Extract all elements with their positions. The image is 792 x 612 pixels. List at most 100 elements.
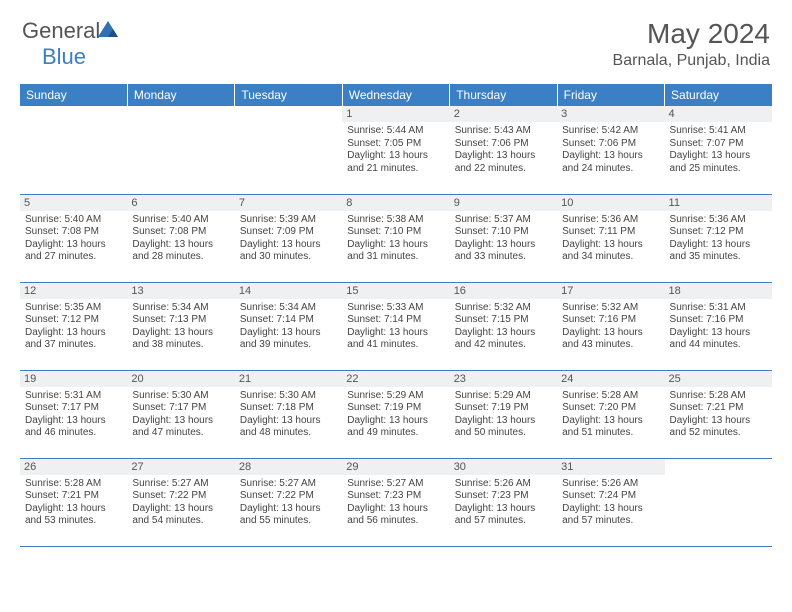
- sunrise-line: Sunrise: 5:34 AM: [132, 302, 229, 315]
- sunrise-line: Sunrise: 5:28 AM: [562, 390, 659, 403]
- day-number: 29: [342, 459, 449, 475]
- sunrise-line: Sunrise: 5:32 AM: [562, 302, 659, 315]
- day-content: Sunrise: 5:34 AMSunset: 7:13 PMDaylight:…: [132, 302, 229, 352]
- calendar-cell: 16Sunrise: 5:32 AMSunset: 7:15 PMDayligh…: [450, 282, 557, 370]
- day-number: 9: [450, 195, 557, 211]
- logo-triangle-icon: [98, 21, 118, 42]
- calendar-header-row: SundayMondayTuesdayWednesdayThursdayFrid…: [20, 84, 772, 106]
- day-content: Sunrise: 5:34 AMSunset: 7:14 PMDaylight:…: [240, 302, 337, 352]
- calendar-cell: 22Sunrise: 5:29 AMSunset: 7:19 PMDayligh…: [342, 370, 449, 458]
- daylight-line: Daylight: 13 hours and 41 minutes.: [347, 327, 444, 352]
- sunrise-line: Sunrise: 5:43 AM: [455, 125, 552, 138]
- day-content: Sunrise: 5:33 AMSunset: 7:14 PMDaylight:…: [347, 302, 444, 352]
- sunrise-line: Sunrise: 5:29 AM: [347, 390, 444, 403]
- sunset-line: Sunset: 7:19 PM: [455, 402, 552, 415]
- daylight-line: Daylight: 13 hours and 35 minutes.: [670, 239, 767, 264]
- sunset-line: Sunset: 7:08 PM: [25, 226, 122, 239]
- daylight-line: Daylight: 13 hours and 51 minutes.: [562, 415, 659, 440]
- calendar-cell: 10Sunrise: 5:36 AMSunset: 7:11 PMDayligh…: [557, 194, 664, 282]
- sunrise-line: Sunrise: 5:28 AM: [670, 390, 767, 403]
- daylight-line: Daylight: 13 hours and 55 minutes.: [240, 503, 337, 528]
- day-content: Sunrise: 5:39 AMSunset: 7:09 PMDaylight:…: [240, 214, 337, 264]
- sunrise-line: Sunrise: 5:38 AM: [347, 214, 444, 227]
- day-number: 18: [665, 283, 772, 299]
- day-number: 11: [665, 195, 772, 211]
- sunset-line: Sunset: 7:16 PM: [670, 314, 767, 327]
- day-number: 17: [557, 283, 664, 299]
- day-number: 25: [665, 371, 772, 387]
- logo-text-2: Blue: [42, 44, 86, 70]
- sunset-line: Sunset: 7:11 PM: [562, 226, 659, 239]
- sunset-line: Sunset: 7:12 PM: [670, 226, 767, 239]
- calendar-cell: 7Sunrise: 5:39 AMSunset: 7:09 PMDaylight…: [235, 194, 342, 282]
- sunset-line: Sunset: 7:18 PM: [240, 402, 337, 415]
- sunset-line: Sunset: 7:23 PM: [455, 490, 552, 503]
- calendar-cell: 12Sunrise: 5:35 AMSunset: 7:12 PMDayligh…: [20, 282, 127, 370]
- day-number: 27: [127, 459, 234, 475]
- sunset-line: Sunset: 7:17 PM: [132, 402, 229, 415]
- day-content: Sunrise: 5:28 AMSunset: 7:20 PMDaylight:…: [562, 390, 659, 440]
- sunset-line: Sunset: 7:20 PM: [562, 402, 659, 415]
- calendar-cell: 1Sunrise: 5:44 AMSunset: 7:05 PMDaylight…: [342, 106, 449, 194]
- sunset-line: Sunset: 7:09 PM: [240, 226, 337, 239]
- daylight-line: Daylight: 13 hours and 22 minutes.: [455, 150, 552, 175]
- sunset-line: Sunset: 7:06 PM: [562, 138, 659, 151]
- day-content: Sunrise: 5:30 AMSunset: 7:17 PMDaylight:…: [132, 390, 229, 440]
- sunrise-line: Sunrise: 5:27 AM: [132, 478, 229, 491]
- sunrise-line: Sunrise: 5:42 AM: [562, 125, 659, 138]
- column-header: Monday: [127, 84, 234, 106]
- calendar-cell: 31Sunrise: 5:26 AMSunset: 7:24 PMDayligh…: [557, 458, 664, 546]
- daylight-line: Daylight: 13 hours and 25 minutes.: [670, 150, 767, 175]
- calendar-cell: 23Sunrise: 5:29 AMSunset: 7:19 PMDayligh…: [450, 370, 557, 458]
- sunset-line: Sunset: 7:14 PM: [240, 314, 337, 327]
- daylight-line: Daylight: 13 hours and 21 minutes.: [347, 150, 444, 175]
- calendar-body: 1Sunrise: 5:44 AMSunset: 7:05 PMDaylight…: [20, 106, 772, 546]
- day-number: 14: [235, 283, 342, 299]
- daylight-line: Daylight: 13 hours and 44 minutes.: [670, 327, 767, 352]
- sunset-line: Sunset: 7:10 PM: [455, 226, 552, 239]
- calendar-cell: 29Sunrise: 5:27 AMSunset: 7:23 PMDayligh…: [342, 458, 449, 546]
- sunset-line: Sunset: 7:13 PM: [132, 314, 229, 327]
- column-header: Saturday: [665, 84, 772, 106]
- calendar-cell: 25Sunrise: 5:28 AMSunset: 7:21 PMDayligh…: [665, 370, 772, 458]
- daylight-line: Daylight: 13 hours and 30 minutes.: [240, 239, 337, 264]
- calendar-cell: 20Sunrise: 5:30 AMSunset: 7:17 PMDayligh…: [127, 370, 234, 458]
- day-number: 26: [20, 459, 127, 475]
- sunrise-line: Sunrise: 5:27 AM: [240, 478, 337, 491]
- daylight-line: Daylight: 13 hours and 39 minutes.: [240, 327, 337, 352]
- sunrise-line: Sunrise: 5:33 AM: [347, 302, 444, 315]
- calendar-cell: 19Sunrise: 5:31 AMSunset: 7:17 PMDayligh…: [20, 370, 127, 458]
- calendar-cell: 14 Sunrise: 5:34 AMSunset: 7:14 PMDayligh…: [235, 282, 342, 370]
- day-content: Sunrise: 5:37 AMSunset: 7:10 PMDaylight:…: [455, 214, 552, 264]
- daylight-line: Daylight: 13 hours and 42 minutes.: [455, 327, 552, 352]
- day-content: Sunrise: 5:27 AMSunset: 7:22 PMDaylight:…: [132, 478, 229, 528]
- calendar-cell: 27 Sunrise: 5:27 AMSunset: 7:22 PMDayligh…: [127, 458, 234, 546]
- calendar-cell: 15Sunrise: 5:33 AMSunset: 7:14 PMDayligh…: [342, 282, 449, 370]
- calendar-cell: 21Sunrise: 5:30 AMSunset: 7:18 PMDayligh…: [235, 370, 342, 458]
- sunset-line: Sunset: 7:07 PM: [670, 138, 767, 151]
- sunrise-line: Sunrise: 5:27 AM: [347, 478, 444, 491]
- sunset-line: Sunset: 7:06 PM: [455, 138, 552, 151]
- daylight-line: Daylight: 13 hours and 47 minutes.: [132, 415, 229, 440]
- day-content: Sunrise: 5:27 AMSunset: 7:22 PMDaylight:…: [240, 478, 337, 528]
- daylight-line: Daylight: 13 hours and 38 minutes.: [132, 327, 229, 352]
- sunset-line: Sunset: 7:12 PM: [25, 314, 122, 327]
- day-content: Sunrise: 5:36 AMSunset: 7:12 PMDaylight:…: [670, 214, 767, 264]
- column-header: Wednesday: [342, 84, 449, 106]
- calendar-cell: 5Sunrise: 5:40 AMSunset: 7:08 PMDaylight…: [20, 194, 127, 282]
- sunrise-line: Sunrise: 5:34 AM: [240, 302, 337, 315]
- daylight-line: Daylight: 13 hours and 43 minutes.: [562, 327, 659, 352]
- sunset-line: Sunset: 7:22 PM: [132, 490, 229, 503]
- calendar-cell: 30Sunrise: 5:26 AMSunset: 7:23 PMDayligh…: [450, 458, 557, 546]
- day-number: 10: [557, 195, 664, 211]
- sunset-line: Sunset: 7:15 PM: [455, 314, 552, 327]
- day-content: Sunrise: 5:40 AMSunset: 7:08 PMDaylight:…: [132, 214, 229, 264]
- sunrise-line: Sunrise: 5:36 AM: [670, 214, 767, 227]
- sunset-line: Sunset: 7:19 PM: [347, 402, 444, 415]
- daylight-line: Daylight: 13 hours and 46 minutes.: [25, 415, 122, 440]
- calendar-cell: 28Sunrise: 5:27 AMSunset: 7:22 PMDayligh…: [235, 458, 342, 546]
- calendar-cell: 3Sunrise: 5:42 AMSunset: 7:06 PMDaylight…: [557, 106, 664, 194]
- sunset-line: Sunset: 7:24 PM: [562, 490, 659, 503]
- calendar-table: SundayMondayTuesdayWednesdayThursdayFrid…: [20, 84, 772, 547]
- daylight-line: Daylight: 13 hours and 57 minutes.: [455, 503, 552, 528]
